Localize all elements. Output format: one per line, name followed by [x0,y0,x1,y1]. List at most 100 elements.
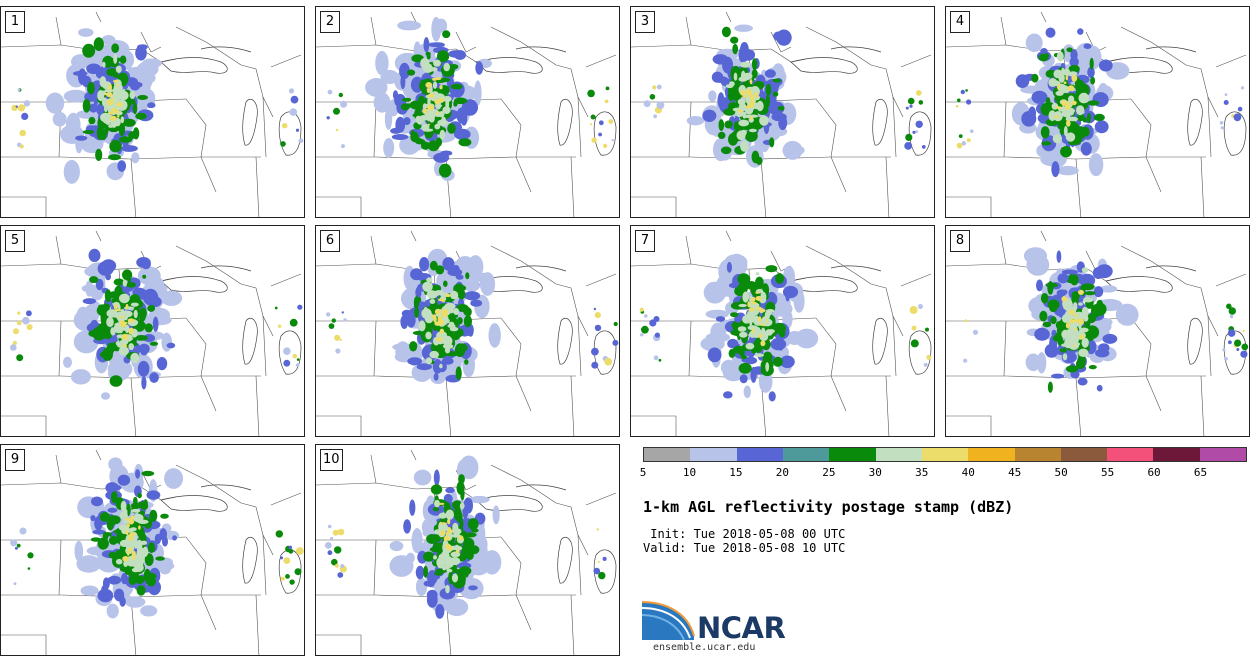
reflectivity-cell [165,530,180,541]
reflectivity-cell [1093,113,1105,121]
reflectivity-cell [72,71,88,76]
reflectivity-cell [608,119,614,124]
reflectivity-cell [166,342,176,349]
reflectivity-cell [397,20,421,31]
reflectivity-cell [1054,115,1060,119]
reflectivity-cell [106,309,118,318]
reflectivity-cell [97,588,114,603]
state-border [410,449,417,461]
state-border [270,273,302,287]
reflectivity-cell [965,89,968,92]
reflectivity-cell [1064,104,1071,110]
reflectivity-cell [435,265,445,275]
map-canvas [316,11,617,217]
reflectivity-cell [1081,306,1089,318]
reflectivity-cell [326,312,331,317]
reflectivity-cell [966,99,972,105]
reflectivity-cell [375,50,389,76]
reflectivity-cell [750,296,756,302]
reflectivity-cell [434,285,442,292]
reflectivity-cell [658,358,662,362]
reflectivity-cell [1220,126,1224,130]
reflectivity-cell [465,307,472,317]
reflectivity-cell [740,89,747,96]
reflectivity-cell [598,571,606,580]
reflectivity-cell [1061,296,1068,302]
reflectivity-cell [90,515,96,522]
state-border [255,375,260,436]
reflectivity-cell [758,308,766,313]
logo-url[interactable]: ensemble.ucar.edu [653,642,756,653]
reflectivity-cell [1224,357,1228,361]
lake-outline [475,57,543,74]
reflectivity-cell [591,347,599,356]
reflectivity-cell [117,343,125,348]
reflectivity-cell [1062,72,1071,76]
reflectivity-cell [1240,86,1245,90]
reflectivity-cell [1081,267,1089,273]
reflectivity-cell [140,605,158,617]
reflectivity-cell [13,582,17,586]
reflectivity-cell [957,98,961,103]
reflectivity-cell [1229,314,1234,319]
state-border [685,235,692,265]
reflectivity-cell [612,339,619,346]
state-border [1075,377,1082,436]
lake-outline [1105,276,1173,293]
reflectivity-cell [764,69,776,78]
state-border [1120,245,1187,285]
reflectivity-cell [1081,337,1089,348]
reflectivity-cell [1056,51,1064,62]
reflectivity-cell [738,362,752,374]
reflectivity-cell [1226,303,1232,310]
reflectivity-cell [1065,75,1069,81]
member-label: 2 [320,11,340,33]
reflectivity-cell [63,159,80,184]
reflectivity-cell [742,111,747,119]
reflectivity-cell [446,568,453,573]
reflectivity-cell [106,603,119,619]
state-border [255,594,260,655]
map-canvas [631,11,932,217]
reflectivity-cell [104,105,108,113]
reflectivity-cell [52,111,67,127]
reflectivity-cell [436,337,443,342]
reflectivity-cell [1070,342,1081,346]
reflectivity-cell [1061,269,1079,275]
reflectivity-cell [768,391,776,402]
state-border [130,377,137,436]
reflectivity-cell [711,71,724,83]
reflectivity-cell [409,341,418,352]
member-label: 1 [5,11,25,33]
reflectivity-cell [1025,33,1043,53]
map-canvas [1,449,304,655]
reflectivity-cell [78,28,94,37]
reflectivity-cell [755,272,760,276]
reflectivity-cell [654,332,660,338]
reflectivity-cell [1222,348,1226,352]
reflectivity-cell [482,550,502,575]
reflectivity-cell [435,18,448,33]
lake-outline [872,317,888,365]
reflectivity-cell [425,319,433,323]
reflectivity-cell [1236,348,1240,351]
reflectivity-cell [723,108,736,116]
logo-wordmark: NCAR [697,611,786,645]
reflectivity-cell [45,92,65,114]
reflectivity-cell [95,278,104,291]
state-border [1200,156,1205,217]
reflectivity-cell [1088,365,1097,370]
reflectivity-cell [114,117,121,127]
reflectivity-cell [324,542,332,549]
reflectivity-cell [134,335,148,341]
state-border [1215,273,1247,287]
lake-outline [278,111,302,156]
reflectivity-cell [961,141,966,146]
reflectivity-cell [755,306,762,310]
reflectivity-cell [751,69,758,79]
reflectivity-cell [1051,373,1065,379]
reflectivity-cell [1055,321,1063,330]
reflectivity-cell [769,137,775,148]
reflectivity-cell [115,558,123,565]
reflectivity-cell [373,92,391,113]
